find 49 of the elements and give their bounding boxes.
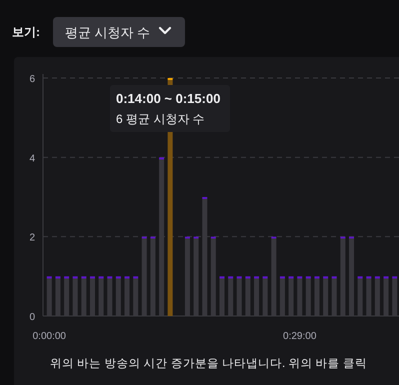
bar — [314, 276, 320, 316]
bar — [349, 236, 354, 316]
text: 보기: — [12, 25, 40, 39]
bar — [374, 276, 380, 316]
bar — [72, 276, 78, 316]
bar — [55, 276, 60, 316]
bar — [81, 276, 86, 316]
bar — [124, 276, 130, 316]
bar — [90, 276, 95, 316]
bar — [236, 276, 242, 316]
bar — [254, 276, 260, 316]
bar — [392, 276, 398, 316]
annotation: 0:14:00 ~ 0:15:00 6 평균 시청자 수 — [116, 91, 220, 126]
bar — [116, 276, 121, 316]
bar — [288, 276, 294, 316]
text: 평균 시청자 수 — [65, 25, 150, 40]
bar — [107, 276, 112, 316]
bar — [358, 276, 363, 316]
y-tick-label: 0 — [29, 312, 36, 323]
bar — [262, 276, 268, 316]
bar — [202, 197, 208, 316]
bar — [366, 276, 372, 316]
bar — [150, 236, 156, 316]
bar — [280, 276, 285, 316]
bar — [271, 236, 276, 316]
bar — [64, 276, 70, 316]
bar — [220, 276, 224, 316]
bar — [306, 276, 311, 316]
y-tick-label: 4 — [29, 153, 36, 164]
bar — [340, 236, 346, 316]
y-tick-label: 2 — [29, 232, 36, 244]
bar — [332, 276, 337, 316]
bar — [228, 276, 234, 316]
bar — [142, 236, 147, 316]
bar — [323, 276, 328, 316]
bar — [297, 276, 302, 316]
bar — [184, 236, 190, 316]
x-tick-label: 0:29:00 — [283, 331, 317, 342]
bar — [133, 276, 138, 316]
x-tick-label: 0:00:00 — [32, 331, 66, 342]
bar — [245, 276, 250, 316]
bar — [46, 276, 52, 316]
bar — [210, 236, 216, 316]
bar — [159, 157, 164, 316]
text: 위의 바는 방송의 시간 증가분을 나타냅니다. 위의 바를 클릭 — [50, 358, 367, 370]
bar — [384, 276, 389, 316]
y-tick-label: 6 — [29, 74, 36, 85]
bar — [98, 276, 104, 316]
bar — [194, 236, 199, 316]
